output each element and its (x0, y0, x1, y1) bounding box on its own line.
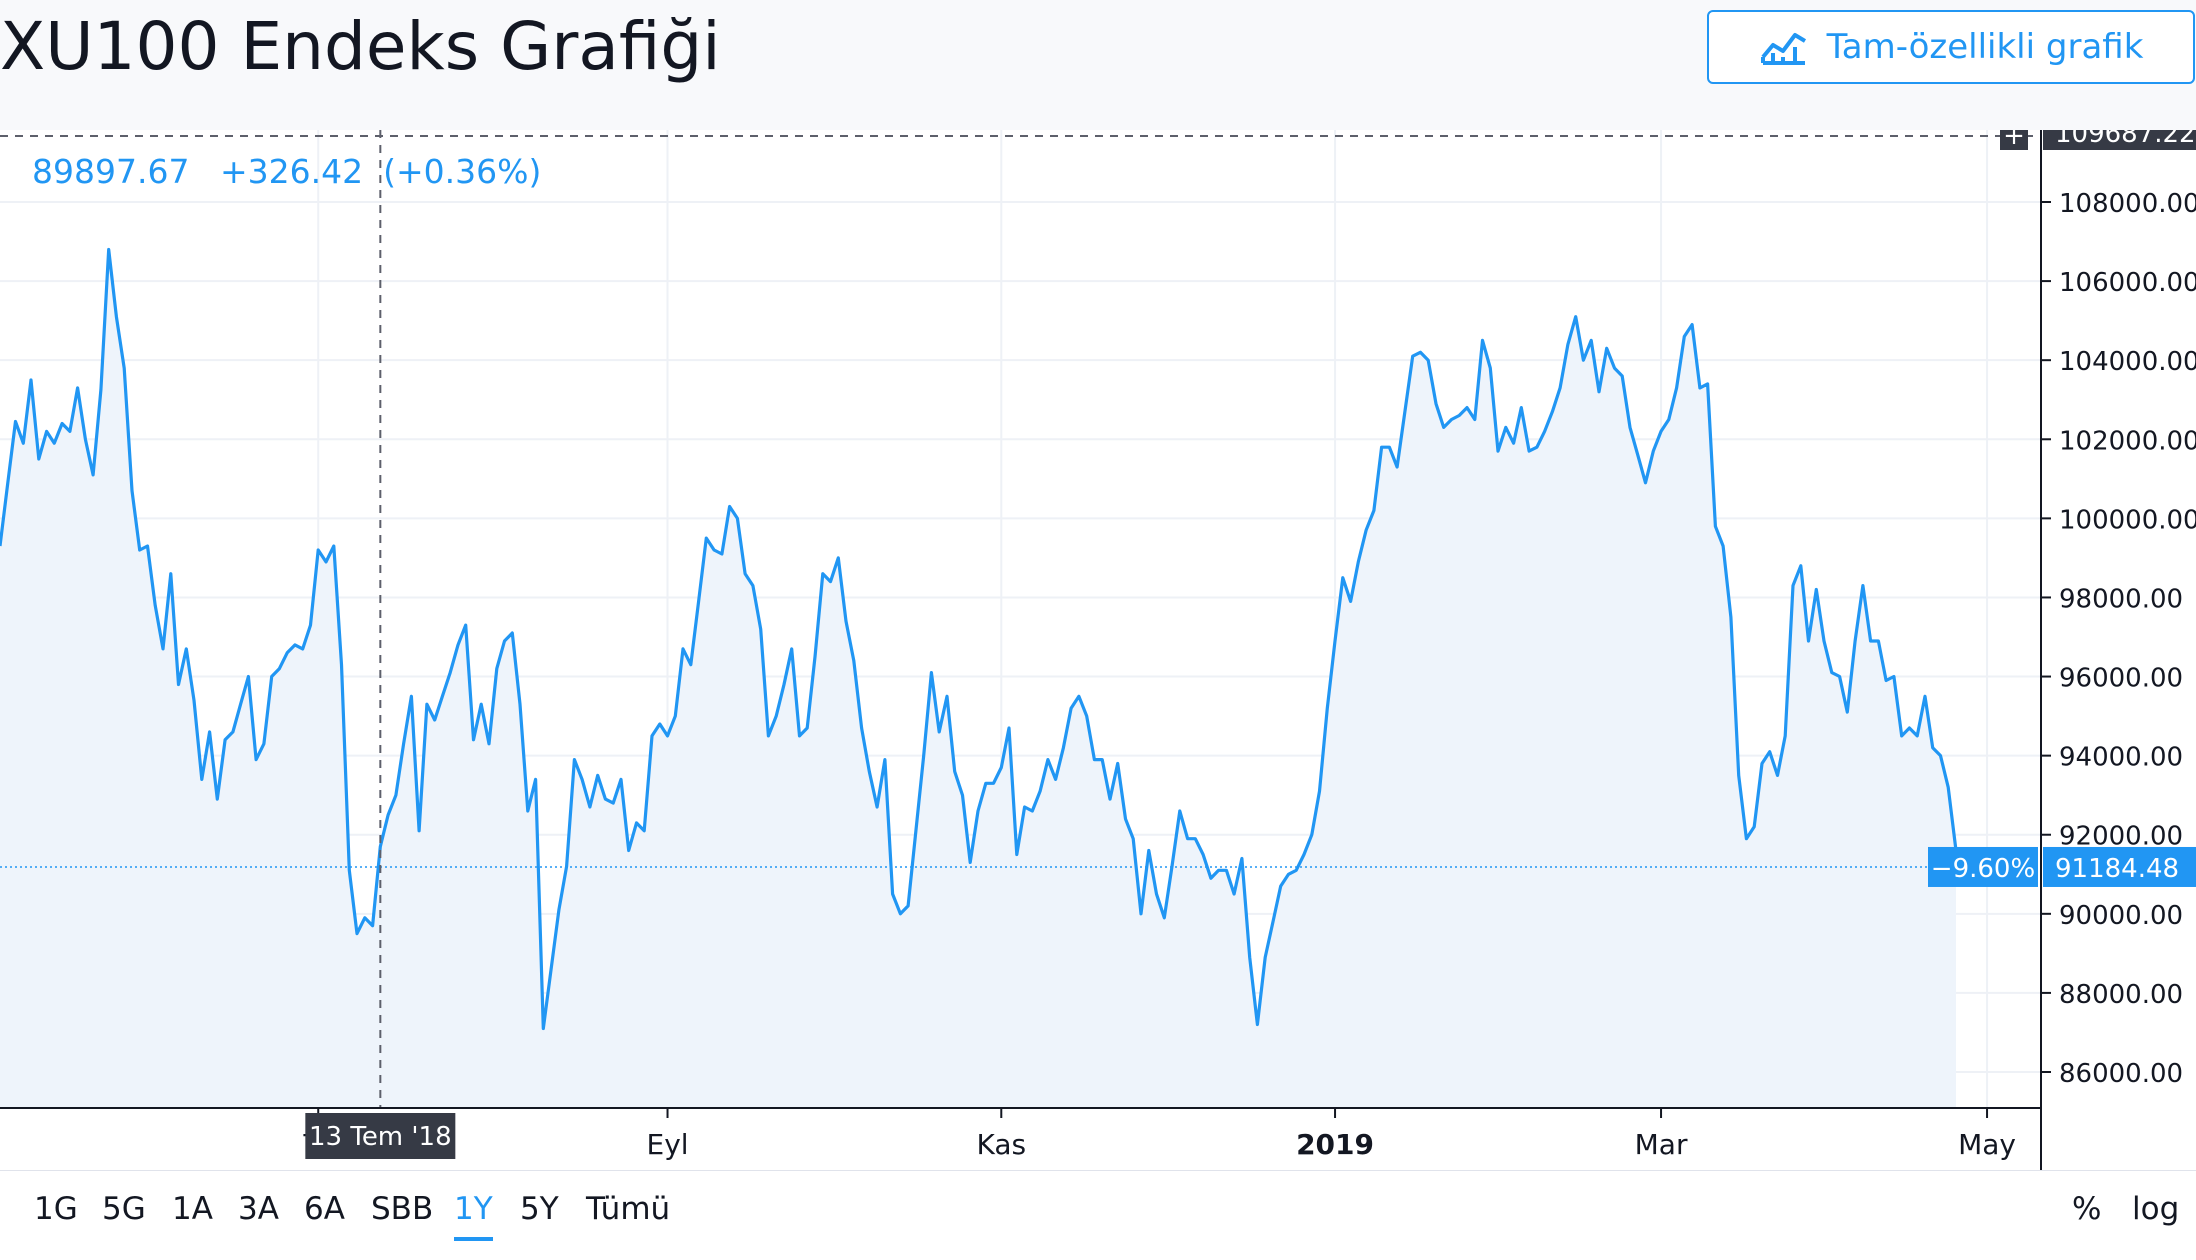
chart-header: XU100 Endeks Grafiği Tam-özellikli grafi… (0, 0, 2196, 130)
price-chart[interactable]: TeEylKas2019MarMay86000.0088000.0090000.… (0, 130, 2196, 1170)
page-title: XU100 Endeks Grafiği (0, 8, 721, 85)
x-tick-label: Eyl (647, 1128, 689, 1161)
last-price-tag (2043, 846, 2196, 887)
crosshair-date-label: 13 Tem '18 (309, 1122, 452, 1152)
percent-toggle[interactable]: % (2072, 1191, 2102, 1227)
y-tick-label: 108000.00 (2059, 189, 2196, 219)
legend-change-pct: (+0.36%) (383, 152, 542, 191)
area-fill (0, 249, 1956, 1108)
y-tick-label: 102000.00 (2059, 426, 2196, 456)
range-button-5g[interactable]: 5G (102, 1191, 146, 1227)
y-tick-label: 92000.00 (2059, 822, 2183, 852)
y-tick-label: 86000.00 (2059, 1059, 2183, 1089)
price-line[interactable] (0, 247, 1958, 1031)
range-button-1g[interactable]: 1G (34, 1191, 78, 1227)
legend-change: +326.42 (219, 152, 364, 191)
x-tick-label: May (1958, 1128, 2016, 1161)
chart-area[interactable]: TeEylKas2019MarMay86000.0088000.0090000.… (0, 130, 2196, 1170)
range-button-3a[interactable]: 3A (238, 1191, 279, 1227)
chart-line-icon (1760, 33, 1806, 65)
y-tick-label: 98000.00 (2059, 584, 2183, 614)
crosshair-price-label: 109687.22 (2055, 130, 2196, 149)
x-tick-label: Mar (1635, 1128, 1688, 1161)
last-price-label: 91184.48 (2055, 854, 2179, 884)
full-chart-label: Tam-özellikli grafik (1826, 27, 2144, 67)
price-legend: 89897.67 +326.42 (+0.36%) (32, 152, 561, 191)
y-tick-label: 106000.00 (2059, 268, 2196, 298)
range-button-6a[interactable]: 6A (304, 1191, 345, 1227)
percent-change-label: −9.60% (1931, 854, 2035, 884)
y-tick-label: 100000.00 (2059, 505, 2196, 535)
y-tick-label: 96000.00 (2059, 664, 2183, 694)
crosshair-date-tag (305, 1113, 456, 1159)
x-tick-label: Kas (976, 1128, 1026, 1161)
legend-price: 89897.67 (32, 152, 190, 191)
range-button-1y[interactable]: 1Y (454, 1191, 493, 1241)
range-button-5y[interactable]: 5Y (520, 1191, 559, 1227)
y-tick-label: 90000.00 (2059, 901, 2183, 931)
range-button-sbb[interactable]: SBB (371, 1191, 434, 1227)
x-tick-label: 2019 (1296, 1128, 1374, 1161)
log-toggle[interactable]: log (2132, 1191, 2180, 1227)
y-tick-label: 88000.00 (2059, 980, 2183, 1010)
range-button-1a[interactable]: 1A (172, 1191, 213, 1227)
y-tick-label: 104000.00 (2059, 347, 2196, 377)
plus-icon[interactable]: + (2003, 130, 2025, 151)
range-button-tümü[interactable]: Tümü (586, 1191, 671, 1227)
crosshair-price-tag (2043, 130, 2196, 150)
crosshair-handle[interactable] (2000, 130, 2028, 150)
percent-change-tag (1928, 846, 2038, 887)
range-toolbar: 1G 5G 1A 3A 6A SBB 1Y 5Y Tümü % log (0, 1170, 2196, 1260)
y-tick-label: 94000.00 (2059, 743, 2183, 773)
full-chart-button[interactable]: Tam-özellikli grafik (1707, 10, 2195, 84)
